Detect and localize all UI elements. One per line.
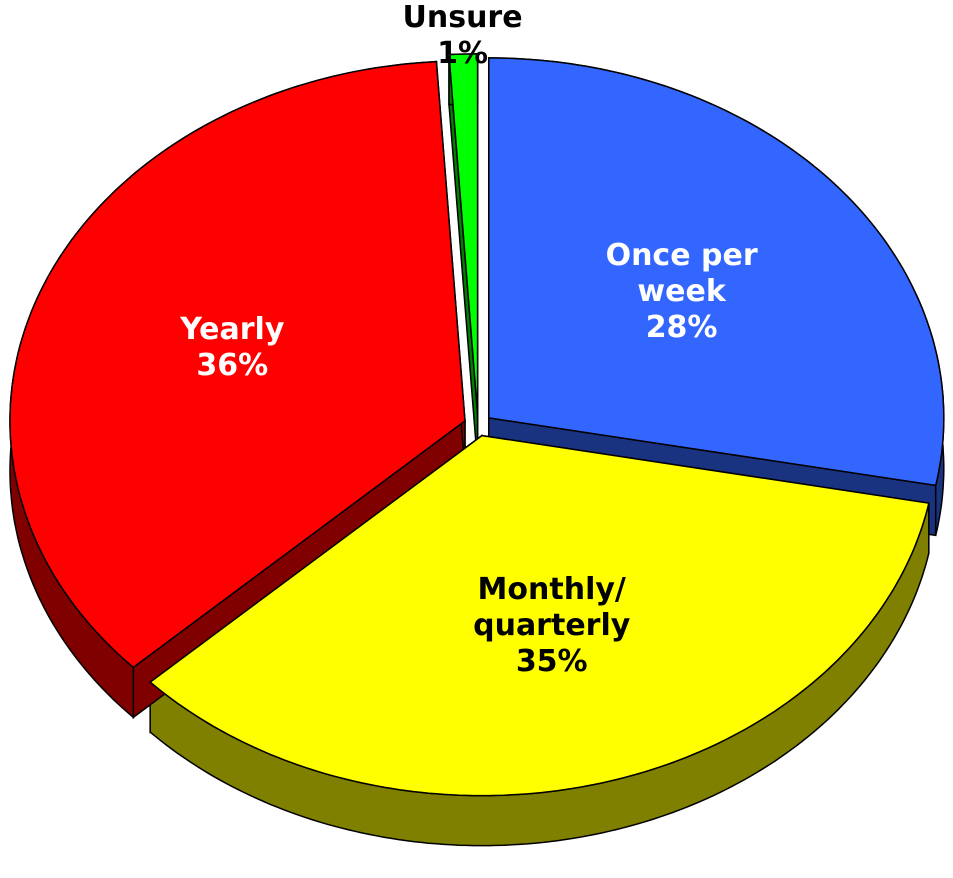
slice-tops [9, 53, 945, 797]
slice-label: Yearly 36% [132, 312, 332, 384]
value-label: 36% [196, 348, 269, 384]
value-label: 1% [437, 36, 489, 72]
slice-label: Once per week 28% [582, 238, 782, 346]
category-name: Monthly/ quarterly [473, 571, 631, 643]
category-name: Yearly [180, 312, 285, 348]
value-label: 35% [515, 643, 588, 679]
slice-label: Monthly/ quarterly 35% [452, 572, 652, 680]
slice [488, 57, 945, 487]
value-label: 28% [645, 309, 718, 345]
slice [448, 53, 479, 414]
slice [148, 434, 930, 797]
category-name: Once per week [605, 237, 758, 309]
slice-label: Unsure 1% [363, 0, 563, 72]
category-name: Unsure [402, 0, 523, 36]
slice [9, 60, 466, 669]
